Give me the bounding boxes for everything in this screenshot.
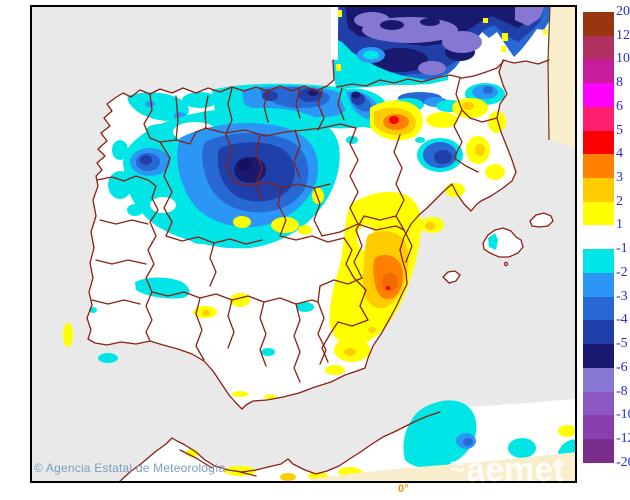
meridian-label: 0° bbox=[398, 483, 409, 495]
legend-color-block bbox=[583, 83, 614, 107]
legend-color-block bbox=[583, 225, 614, 250]
legend-color-block bbox=[583, 154, 614, 179]
legend-tick-label: -1 bbox=[616, 241, 628, 257]
legend-tick-label: 20 bbox=[616, 4, 630, 19]
legend-tick-label: -8 bbox=[616, 383, 628, 399]
legend-color-block bbox=[583, 272, 614, 297]
valencia-warm-region bbox=[329, 191, 422, 346]
legend-tick-label: -10 bbox=[616, 407, 630, 423]
legend-color-block bbox=[583, 391, 614, 416]
ebro-northeast-warm-patches bbox=[346, 98, 506, 233]
legend-color-block bbox=[583, 438, 614, 463]
legend-tick-label: 6 bbox=[616, 98, 623, 114]
galicia-cold-patches bbox=[108, 92, 218, 216]
legend-tick-label: 5 bbox=[616, 122, 623, 138]
political-boundaries bbox=[86, 59, 550, 483]
map-frame-border bbox=[30, 5, 577, 483]
france-biscay-cold-field bbox=[331, 5, 552, 88]
legend-color-block bbox=[583, 344, 614, 368]
legend-tick-label: 8 bbox=[616, 75, 623, 91]
legend-color-block bbox=[583, 367, 614, 392]
legend-color-block bbox=[583, 249, 614, 273]
no-data-topright-wedge bbox=[548, 5, 577, 148]
africa-patches bbox=[186, 400, 577, 481]
map-canvas: © Agencia Estatal de Meteorología aemet bbox=[30, 5, 577, 483]
balearic-islands bbox=[442, 212, 554, 284]
legend-tick-label: -20 bbox=[616, 454, 630, 470]
legend-color-block bbox=[583, 201, 614, 226]
aemet-watermark: aemet bbox=[450, 451, 564, 483]
color-scale-legend: 20 12 10 8 6 5 4 3 2 1 -1 -2 -3 -4 -5 -6 -8 -10 -12 -20 bbox=[583, 5, 630, 469]
legend-color-block bbox=[583, 106, 614, 131]
legend-color-block bbox=[583, 178, 614, 202]
legend-color-block bbox=[583, 320, 614, 345]
legend-color-block bbox=[583, 35, 614, 60]
legend-color-block bbox=[583, 415, 614, 439]
legend-tick-label: -3 bbox=[616, 288, 628, 304]
legend-tick-label: 12 bbox=[616, 27, 630, 43]
attribution: © Agencia Estatal de Meteorología bbox=[34, 461, 226, 475]
legend-tick-label: -2 bbox=[616, 264, 628, 280]
legend-color-block bbox=[583, 12, 614, 36]
legend-tick-label: 2 bbox=[616, 193, 623, 209]
legend-tick-label: -6 bbox=[616, 359, 628, 375]
legend-tick-label: 3 bbox=[616, 170, 623, 186]
legend-tick-label: -4 bbox=[616, 312, 628, 328]
legend-tick-label: 1 bbox=[616, 217, 623, 233]
legend-tick-label: 4 bbox=[616, 146, 623, 162]
legend-tick-label: -5 bbox=[616, 336, 628, 352]
legend-tick-label: -12 bbox=[616, 430, 630, 446]
legend-color-block bbox=[583, 59, 614, 84]
legend-tick-label: 10 bbox=[616, 51, 630, 67]
iberia-anomaly-map bbox=[30, 5, 577, 483]
legend-color-block bbox=[583, 296, 614, 321]
legend-color-block bbox=[583, 130, 614, 155]
